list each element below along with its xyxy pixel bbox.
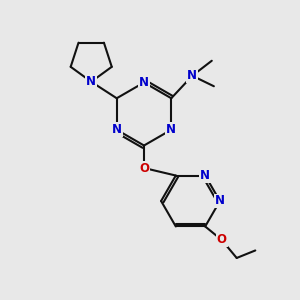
Text: N: N [215, 194, 225, 208]
Text: N: N [187, 69, 197, 82]
Text: N: N [200, 169, 210, 182]
Text: N: N [166, 123, 176, 136]
Text: N: N [139, 76, 149, 89]
Text: O: O [217, 233, 227, 247]
Text: N: N [112, 123, 122, 136]
Text: N: N [86, 75, 96, 88]
Text: N: N [86, 75, 96, 88]
Text: O: O [139, 161, 149, 175]
